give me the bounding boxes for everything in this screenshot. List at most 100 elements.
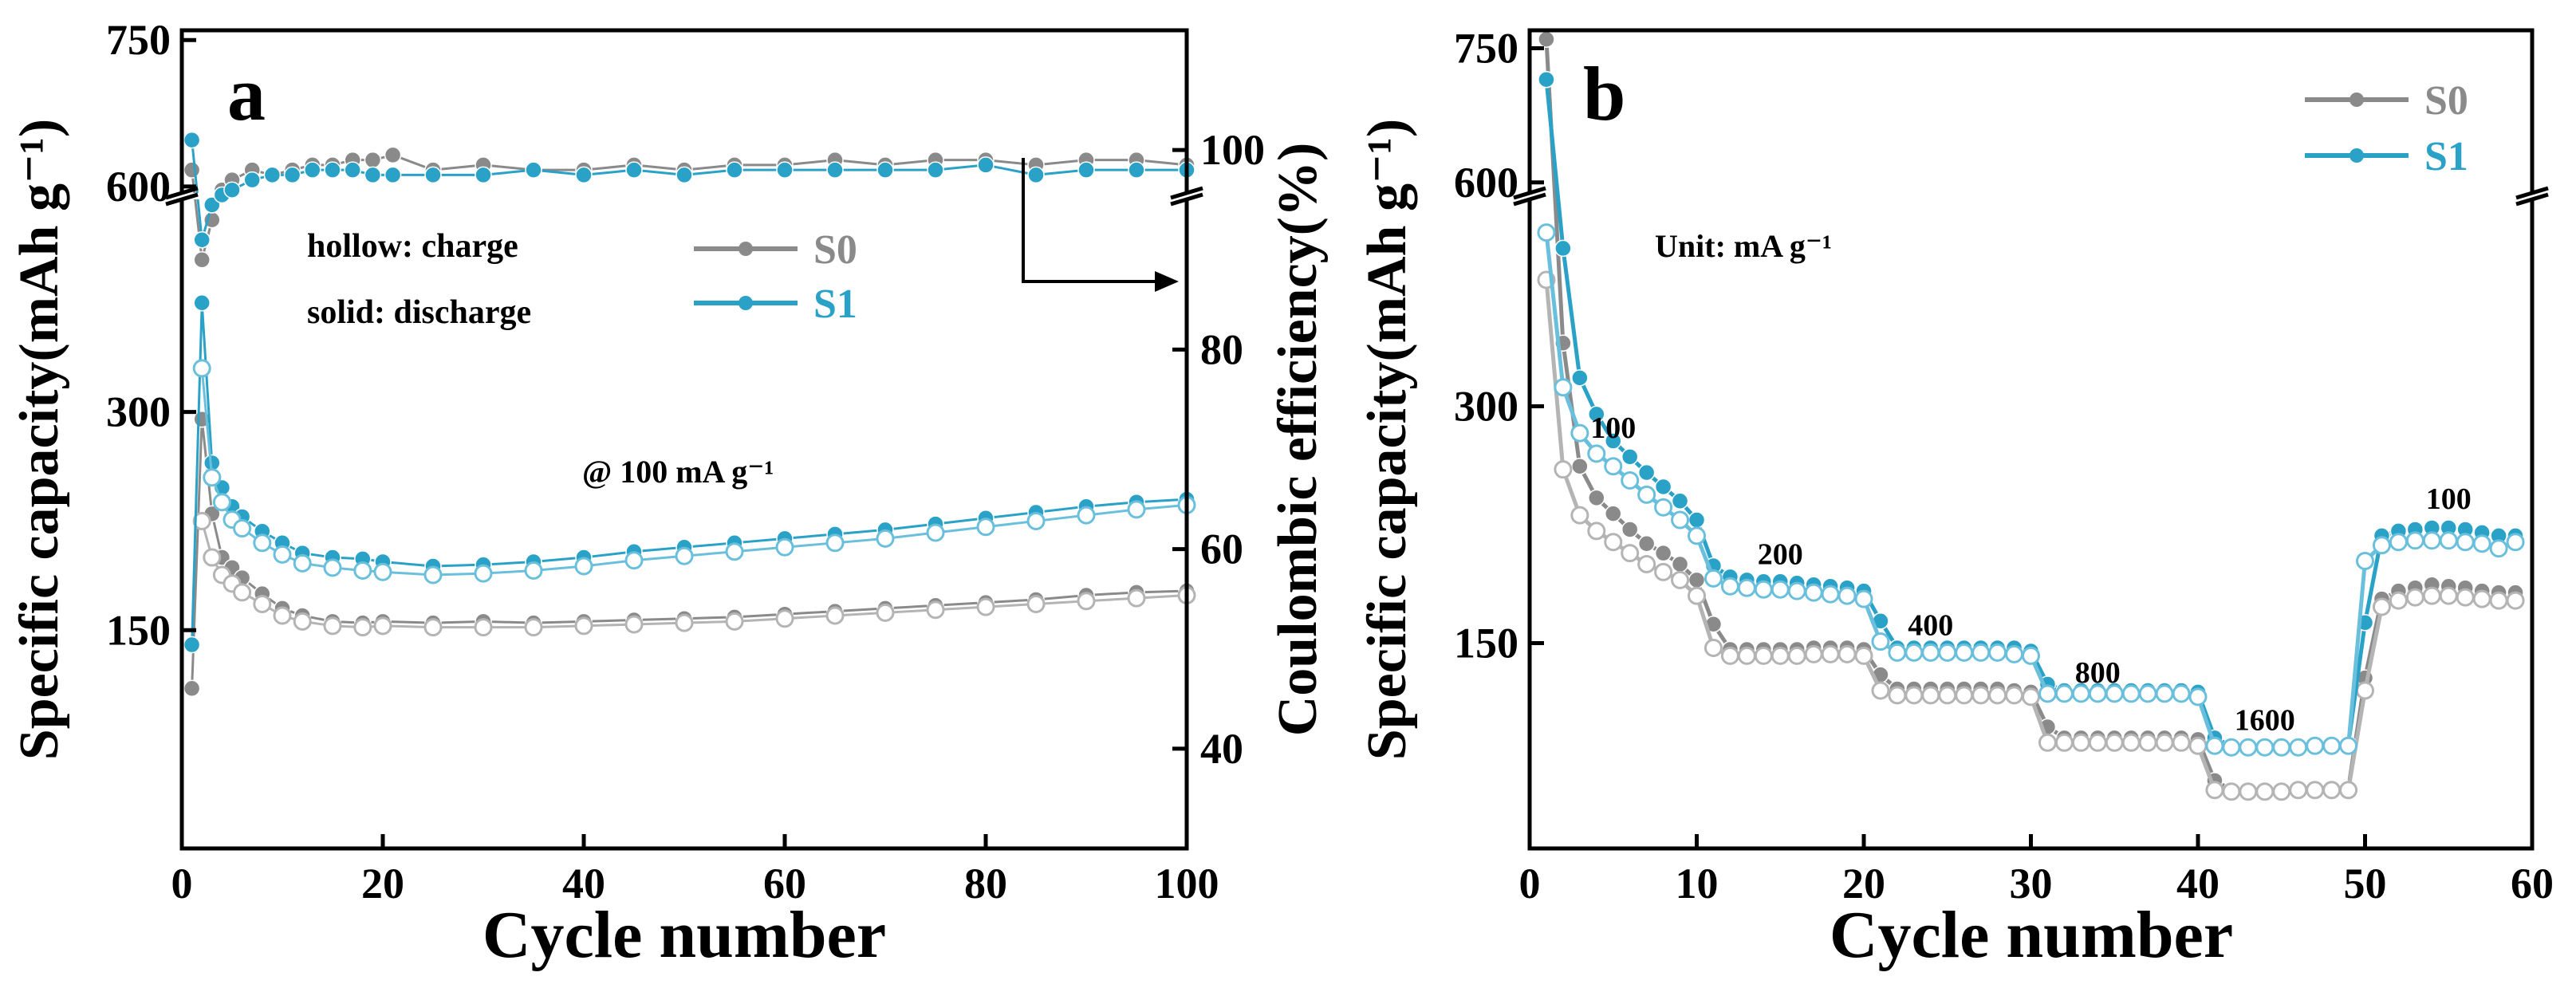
series-s0-charge xyxy=(1537,270,2525,801)
data-point xyxy=(1621,544,1640,563)
data-point xyxy=(1938,643,1957,662)
data-point xyxy=(2121,684,2141,703)
data-point xyxy=(1538,70,1555,89)
data-point xyxy=(977,156,995,174)
data-point xyxy=(1554,239,1572,258)
data-point xyxy=(2439,586,2458,605)
data-point xyxy=(2405,531,2424,550)
data-point xyxy=(1621,471,1640,490)
data-point xyxy=(2172,733,2191,752)
data-point xyxy=(2489,591,2508,610)
data-point xyxy=(424,166,442,184)
data-point xyxy=(1837,586,1857,605)
data-point xyxy=(1654,562,1673,581)
data-point xyxy=(253,594,272,613)
axis-break-gap xyxy=(1171,193,1203,199)
data-point xyxy=(1737,646,1756,665)
data-point xyxy=(283,166,301,184)
data-point xyxy=(183,161,201,179)
data-point xyxy=(233,519,252,538)
x-tick-label: 80 xyxy=(964,860,1007,907)
data-point xyxy=(1637,535,1656,553)
rate-label: 1600 xyxy=(2235,703,2295,737)
data-point xyxy=(2506,533,2525,552)
panel-a-plot-area xyxy=(183,131,1196,698)
data-point xyxy=(1904,686,1924,705)
data-point xyxy=(2205,736,2224,755)
legend-item-s0: S0 xyxy=(2305,78,2468,124)
panel-b-x-axis-label: Cycle number xyxy=(1830,898,2233,972)
axis-break-gap xyxy=(2516,193,2548,199)
data-point xyxy=(676,166,693,184)
data-point xyxy=(2155,733,2174,752)
data-point xyxy=(1671,492,1689,510)
data-point xyxy=(776,161,794,179)
series-line xyxy=(191,140,1187,242)
data-point xyxy=(725,542,744,561)
x-tick-label: 20 xyxy=(361,860,404,907)
data-point xyxy=(1988,643,2007,662)
y-tick-label: 600 xyxy=(106,163,171,211)
y2-tick-label: 60 xyxy=(1200,525,1243,573)
data-point xyxy=(2054,733,2074,752)
panel-a-label: a xyxy=(227,51,266,136)
panel-b-label: b xyxy=(1583,51,1625,136)
data-point xyxy=(323,616,342,636)
data-point xyxy=(2222,782,2241,801)
data-point xyxy=(1720,577,1739,596)
data-point xyxy=(2138,733,2157,752)
data-point xyxy=(1821,585,1840,604)
panel-b-rate-labels: 100 200 400 800 1600 100 xyxy=(1590,411,2472,737)
data-point xyxy=(1605,505,1622,522)
axis-break-mark xyxy=(1170,186,1203,200)
data-point xyxy=(1605,432,1622,450)
data-point xyxy=(1637,555,1656,574)
data-point xyxy=(2022,646,2040,665)
legend-item-s1: S1 xyxy=(2305,134,2468,179)
data-point xyxy=(1955,686,1974,705)
data-point xyxy=(273,606,292,625)
data-point xyxy=(976,518,995,537)
data-point xyxy=(574,557,593,576)
data-point xyxy=(2322,736,2342,755)
data-point xyxy=(2239,782,2258,801)
data-point xyxy=(2272,738,2291,757)
legend-item-s1: S1 xyxy=(694,281,857,327)
legend-label-s1: S1 xyxy=(813,281,857,327)
data-point xyxy=(223,181,241,199)
rate-label: 200 xyxy=(1758,538,1803,572)
data-point xyxy=(2289,738,2308,757)
y-tick-label: 300 xyxy=(1454,382,1518,430)
data-point xyxy=(192,359,211,378)
data-point xyxy=(1921,643,1940,662)
data-point xyxy=(384,146,402,164)
data-point xyxy=(1654,478,1672,496)
axis-break-mark xyxy=(1513,186,1546,200)
data-point xyxy=(1854,589,1873,608)
data-point xyxy=(2289,781,2308,800)
data-point xyxy=(1737,578,1756,597)
data-point xyxy=(825,606,845,625)
x-tick-label: 0 xyxy=(171,860,193,907)
data-point xyxy=(1688,526,1706,545)
data-point xyxy=(263,166,282,184)
data-point xyxy=(524,561,543,580)
data-point xyxy=(183,636,201,654)
data-point xyxy=(2054,684,2074,703)
panel-a-rate-annotation: @ 100 mA g⁻¹ xyxy=(582,454,774,490)
data-point xyxy=(675,546,694,565)
data-point xyxy=(2372,597,2391,616)
data-point xyxy=(1604,533,1623,552)
data-point xyxy=(775,537,794,557)
data-point xyxy=(323,558,342,577)
legend-item-s0: S0 xyxy=(694,227,857,273)
data-point xyxy=(183,679,201,698)
data-point xyxy=(1871,681,1890,700)
data-point xyxy=(2389,591,2408,610)
data-point xyxy=(192,511,211,530)
data-point xyxy=(1837,644,1857,663)
data-point xyxy=(624,551,644,570)
data-point xyxy=(2339,736,2358,755)
data-point xyxy=(2138,684,2157,703)
